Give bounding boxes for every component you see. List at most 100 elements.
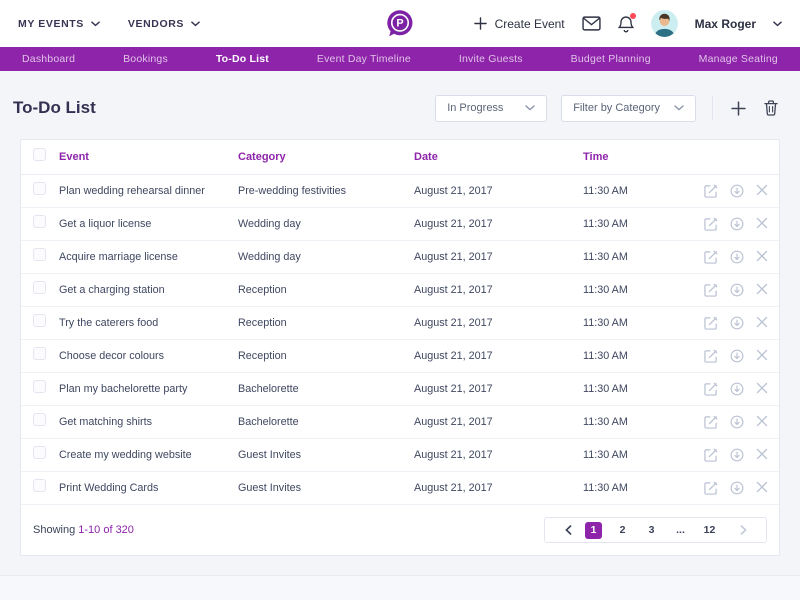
table-header-row: Event Category Date Time [21,140,779,175]
row-checkbox[interactable] [33,413,46,426]
table-row[interactable]: Print Wedding Cards Guest Invites August… [21,472,779,505]
pagination-pages: 1 2 3... 12 [579,521,724,539]
table-row[interactable]: Get a liquor license Wedding day August … [21,208,779,241]
date-cell: August 21, 2017 [414,449,493,461]
top-right-controls: Create Event Ma [473,10,782,37]
my-events-menu[interactable]: MY EVENTS [18,18,100,30]
download-icon[interactable] [730,415,744,429]
row-checkbox[interactable] [33,215,46,228]
close-icon[interactable] [756,217,768,231]
close-icon[interactable] [756,415,768,429]
page-item[interactable]: ... [676,524,685,536]
download-icon[interactable] [730,250,744,264]
table-row[interactable]: Plan my bachelorette party Bachelorette … [21,373,779,406]
edit-icon[interactable] [704,316,718,330]
top-header: MY EVENTS VENDORS P [0,0,800,47]
avatar[interactable] [650,10,678,37]
close-icon[interactable] [756,448,768,462]
edit-icon[interactable] [704,448,718,462]
time-cell: 11:30 AM [583,218,628,230]
nav-item-budget-planning[interactable]: Budget Planning [570,53,651,65]
edit-icon[interactable] [704,184,718,198]
edit-icon[interactable] [704,283,718,297]
page-item-current[interactable]: 1 [585,521,602,539]
row-actions [679,481,779,495]
row-checkbox[interactable] [33,347,46,360]
showing-status: Showing 1-10 of 320 [33,524,134,536]
status-filter-value: In Progress [447,102,504,114]
row-checkbox[interactable] [33,248,46,261]
notifications-bell-icon[interactable] [617,12,636,33]
mail-icon[interactable] [582,16,601,31]
download-icon[interactable] [730,316,744,330]
category-cell: Bachelorette [238,416,299,428]
table-body: Plan wedding rehearsal dinner Pre-weddin… [21,175,779,505]
download-icon[interactable] [730,283,744,297]
create-event-button[interactable]: Create Event [473,16,565,31]
close-icon[interactable] [756,382,768,396]
edit-icon[interactable] [704,415,718,429]
download-icon[interactable] [730,217,744,231]
app-logo-icon[interactable]: P [383,7,417,41]
download-icon[interactable] [730,481,744,495]
row-actions [679,316,779,330]
table-row[interactable]: Plan wedding rehearsal dinner Pre-weddin… [21,175,779,208]
time-cell: 11:30 AM [583,185,628,197]
showing-range: 1-10 of 320 [78,524,134,536]
row-checkbox[interactable] [33,380,46,393]
vendors-menu[interactable]: VENDORS [128,18,200,30]
edit-icon[interactable] [704,481,718,495]
nav-item-event-day-timeline[interactable]: Event Day Timeline [316,53,411,65]
table-row[interactable]: Choose decor colours Reception August 21… [21,340,779,373]
nav-item-bookings[interactable]: Bookings [123,53,168,65]
edit-icon[interactable] [704,250,718,264]
table-row[interactable]: Try the caterers food Reception August 2… [21,307,779,340]
create-event-label: Create Event [494,16,565,31]
row-checkbox[interactable] [33,314,46,327]
edit-icon[interactable] [704,382,718,396]
page-toolbar: To-Do List In Progress Filter by Categor… [13,94,780,122]
download-icon[interactable] [730,448,744,462]
chevron-down-icon[interactable] [773,20,782,27]
close-icon[interactable] [756,349,768,363]
edit-icon[interactable] [704,217,718,231]
column-header-date: Date [414,151,438,163]
page-item[interactable]: 3 [648,524,655,536]
category-cell: Wedding day [238,251,301,263]
category-cell: Reception [238,350,287,362]
page-item[interactable]: 12 [703,524,716,536]
download-icon[interactable] [730,349,744,363]
delete-tasks-button[interactable] [762,98,780,118]
category-filter-dropdown[interactable]: Filter by Category [561,94,696,122]
select-all-checkbox[interactable] [33,148,46,161]
nav-item-dashboard[interactable]: Dashboard [22,53,76,65]
row-checkbox[interactable] [33,182,46,195]
row-checkbox[interactable] [33,281,46,294]
edit-icon[interactable] [704,349,718,363]
download-icon[interactable] [730,184,744,198]
close-icon[interactable] [756,250,768,264]
close-icon[interactable] [756,316,768,330]
showing-prefix: Showing [33,524,76,536]
close-icon[interactable] [756,481,768,495]
date-cell: August 21, 2017 [414,185,493,197]
download-icon[interactable] [730,382,744,396]
add-task-button[interactable] [729,99,748,118]
nav-item-invite-guests[interactable]: Invite Guests [458,53,523,65]
prev-page-button[interactable] [557,525,579,535]
user-name[interactable]: Max Roger [694,16,756,31]
row-checkbox[interactable] [33,446,46,459]
status-filter-dropdown[interactable]: In Progress [435,94,548,122]
close-icon[interactable] [756,283,768,297]
nav-item-manage-seating[interactable]: Manage Seating [698,53,778,65]
close-icon[interactable] [756,184,768,198]
table-row[interactable]: Get matching shirts Bachelorette August … [21,406,779,439]
nav-item-to-do-list[interactable]: To-Do List [215,53,269,65]
row-checkbox[interactable] [33,479,46,492]
table-row[interactable]: Acquire marriage license Wedding day Aug… [21,241,779,274]
table-row[interactable]: Create my wedding website Guest Invites … [21,439,779,472]
date-cell: August 21, 2017 [414,350,493,362]
page-item[interactable]: 2 [619,524,626,536]
next-page-button[interactable] [732,525,754,535]
table-row[interactable]: Get a charging station Reception August … [21,274,779,307]
